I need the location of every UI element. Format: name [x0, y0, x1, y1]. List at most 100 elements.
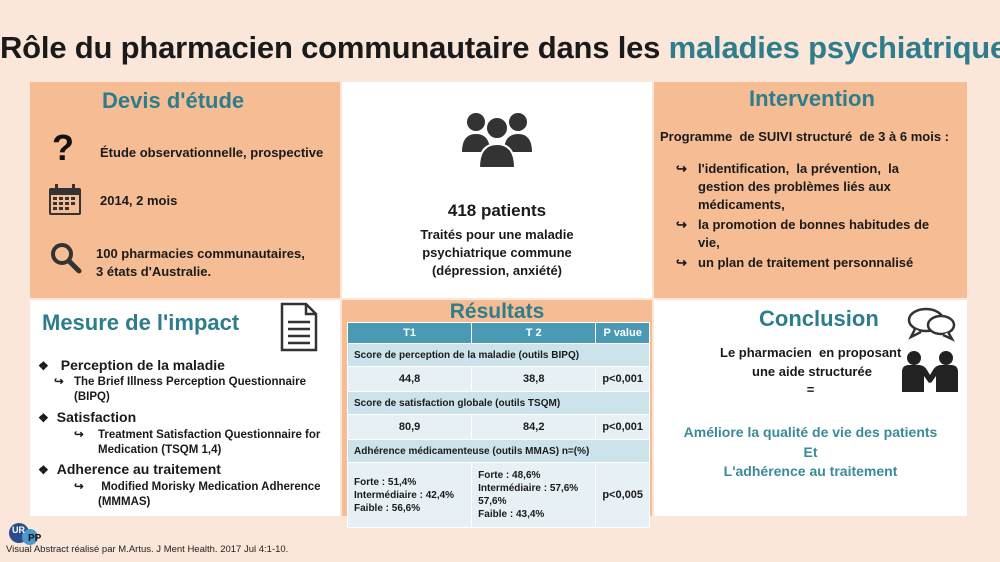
- section-label: Score de perception de la maladie (outil…: [347, 343, 650, 367]
- t2-faible: Faible : 43,4%: [478, 509, 545, 520]
- table-row: Adhérence médicamenteuse (outils MMAS) n…: [347, 439, 650, 463]
- devis-panel: Devis d'étude ? Étude observationnelle, …: [30, 82, 340, 298]
- cell-p: p<0,001: [595, 414, 650, 440]
- header-t1: T1: [346, 322, 473, 344]
- logo-text-2: PP: [28, 533, 42, 544]
- mesure-group-1-label: Perception de la maladie: [60, 357, 225, 373]
- header-pvalue: P value: [595, 322, 650, 344]
- mesure-group-2-sub-line1: Treatment Satisfaction Questionnaire for: [98, 429, 321, 441]
- conclusion-line2: une aide structurée: [752, 364, 872, 379]
- arrow-icon: ↪: [74, 429, 84, 441]
- conclusion-panel: Conclusion Le pharmacien en proposant un…: [654, 300, 967, 516]
- conclusion-line1: Le pharmacien en proposant: [720, 345, 902, 360]
- intervention-item-3-line1: un plan de traitement personnalisé: [698, 255, 914, 270]
- patients-line1: Traités pour une maladie: [420, 227, 574, 242]
- arrow-icon: ↪: [676, 255, 687, 270]
- header-t2: T 2: [471, 322, 597, 344]
- intervention-intro: Programme de SUIVI structuré de 3 à 6 mo…: [660, 129, 949, 144]
- people-icon: [462, 113, 532, 169]
- mesure-group-3-sub: ↪ Modified Morisky Medication Adherence …: [74, 480, 321, 510]
- intervention-item-1-line2: gestion des problèmes liés aux: [698, 179, 891, 194]
- mesure-group-3-sub-line2: (MMMAS): [98, 496, 151, 508]
- table-row: 44,8 38,8 p<0,001: [346, 366, 650, 392]
- t1-forte: Forte : 51,4%: [354, 476, 417, 488]
- title-main: Rôle du pharmacien communautaire dans le…: [0, 30, 669, 65]
- section-label: Adhérence médicamenteuse (outils MMAS) n…: [347, 439, 650, 463]
- mesure-group-1-sub-line1: The Brief Illness Perception Questionnai…: [74, 376, 306, 388]
- speech-bubbles-icon: [907, 307, 956, 342]
- mesure-group-2-label: Satisfaction: [56, 409, 137, 425]
- resultats-heading: Résultats: [449, 300, 545, 323]
- document-icon: [280, 302, 318, 352]
- intervention-item-2-line2: vie,: [698, 235, 720, 250]
- cell-p: p<0,001: [595, 366, 650, 392]
- table-header-row: T1 T 2 P value: [346, 322, 650, 344]
- t1-intermediaire: Intermédiaire : 42,4%: [354, 489, 455, 501]
- results-table: T1 T 2 P value Score de perception de la…: [346, 322, 650, 528]
- mesure-group-2-sub: ↪ Treatment Satisfaction Questionnaire f…: [74, 428, 321, 458]
- mesure-group-3: ❖ Adherence au traitement: [38, 460, 221, 479]
- conclusion-heading: Conclusion: [759, 306, 879, 331]
- arrow-icon: ↪: [54, 376, 64, 388]
- t2-forte: Forte : 48,6%: [478, 470, 541, 481]
- intervention-panel: Intervention Programme de SUIVI structur…: [654, 82, 967, 298]
- t2-intermediaire: Intermédiaire : 57,6%: [478, 483, 579, 494]
- conclusion-result-1: Améliore la qualité de vie des patients: [683, 424, 938, 440]
- conclusion-eq: =: [806, 382, 815, 397]
- devis-item-2: 2014, 2 mois: [100, 193, 178, 208]
- t1-faible: Faible : 56,6%: [354, 502, 421, 514]
- devis-item-3-line2: 3 états d'Australie.: [96, 264, 212, 279]
- patients-panel: 418 patients Traités pour une maladie ps…: [342, 82, 652, 298]
- people-talking-icon: [902, 351, 958, 392]
- cell-t1: Forte : 51,4% Intermédiaire : 42,4% Faib…: [346, 462, 473, 528]
- cell-t2: 38,8: [471, 366, 597, 392]
- calendar-icon: [49, 184, 81, 215]
- cell-t1: 80,9: [346, 414, 473, 440]
- diamond-bullet-icon: ❖: [38, 359, 49, 373]
- mesure-group-1-sub: ↪ The Brief Illness Perception Questionn…: [54, 375, 306, 405]
- devis-item-3: 100 pharmacies communautaires, 3 états d…: [96, 245, 305, 281]
- intervention-heading: Intervention: [749, 86, 875, 111]
- conclusion-result-2: Et: [803, 444, 818, 460]
- t2-intermediaire-extra: 57,6%: [478, 496, 507, 507]
- urpp-logo: UR PP: [8, 522, 48, 546]
- intervention-item-2: ↪ la promotion de bonnes habitudes de vi…: [676, 216, 930, 252]
- arrow-icon: ↪: [676, 161, 687, 176]
- table-row: Forte : 51,4% Intermédiaire : 42,4% Faib…: [346, 462, 650, 528]
- cell-t2: 84,2: [471, 414, 597, 440]
- mesure-group-3-sub-line1: Modified Morisky Medication Adherence: [98, 481, 321, 493]
- intervention-item-2-line1: la promotion de bonnes habitudes de: [698, 217, 930, 232]
- table-row: 80,9 84,2 p<0,001: [346, 414, 650, 440]
- mesure-group-2-sub-line2: Medication (TSQM 1,4): [98, 444, 222, 456]
- devis-item-1: Étude observationnelle, prospective: [100, 145, 324, 160]
- cell-p: p<0,005: [595, 462, 650, 528]
- cell-t2: Forte : 48,6% Intermédiaire : 57,6% 57,6…: [471, 462, 597, 528]
- devis-item-3-line1: 100 pharmacies communautaires,: [96, 246, 305, 261]
- patients-line3: (dépression, anxiété): [431, 263, 563, 278]
- mesure-panel: Mesure de l'impact ❖ Perception de la mal…: [30, 300, 340, 516]
- intervention-item-3: ↪ un plan de traitement personnalisé: [676, 254, 929, 272]
- intervention-item-1-line1: l'identification, la prévention, la: [698, 161, 900, 176]
- question-icon: ?: [52, 127, 74, 168]
- arrow-icon: ↪: [676, 217, 687, 232]
- intervention-item-1-line3: médicaments,: [698, 197, 785, 212]
- patients-line2: psychiatrique commune: [422, 245, 572, 260]
- page-title: Rôle du pharmacien communautaire dans le…: [0, 30, 1000, 66]
- devis-heading: Devis d'étude: [102, 88, 245, 113]
- table-row: Score de satisfaction globale (outils TS…: [347, 391, 650, 415]
- mesure-group-3-label: Adherence au traitement: [56, 461, 221, 477]
- diamond-bullet-icon: ❖: [38, 411, 49, 425]
- intervention-list: ↪ l'identification, la prévention, la ge…: [676, 160, 930, 272]
- diamond-bullet-icon: ❖: [38, 463, 49, 477]
- conclusion-result-3: L'adhérence au traitement: [723, 463, 898, 479]
- mesure-heading: Mesure de l'impact: [42, 310, 240, 335]
- patients-count: 418 patients: [447, 201, 547, 220]
- mesure-group-1-sub-line2: (BIPQ): [74, 391, 110, 403]
- logo-mark: [9, 523, 38, 545]
- footer-citation: Visual Abstract réalisé par M.Artus. J M…: [6, 544, 289, 555]
- title-highlight: maladies psychiatriques: [668, 30, 1000, 65]
- mesure-group-2: ❖ Satisfaction: [38, 408, 136, 427]
- section-label: Score de satisfaction globale (outils TS…: [347, 391, 650, 415]
- arrow-icon: ↪: [74, 481, 84, 493]
- search-icon: [51, 243, 82, 274]
